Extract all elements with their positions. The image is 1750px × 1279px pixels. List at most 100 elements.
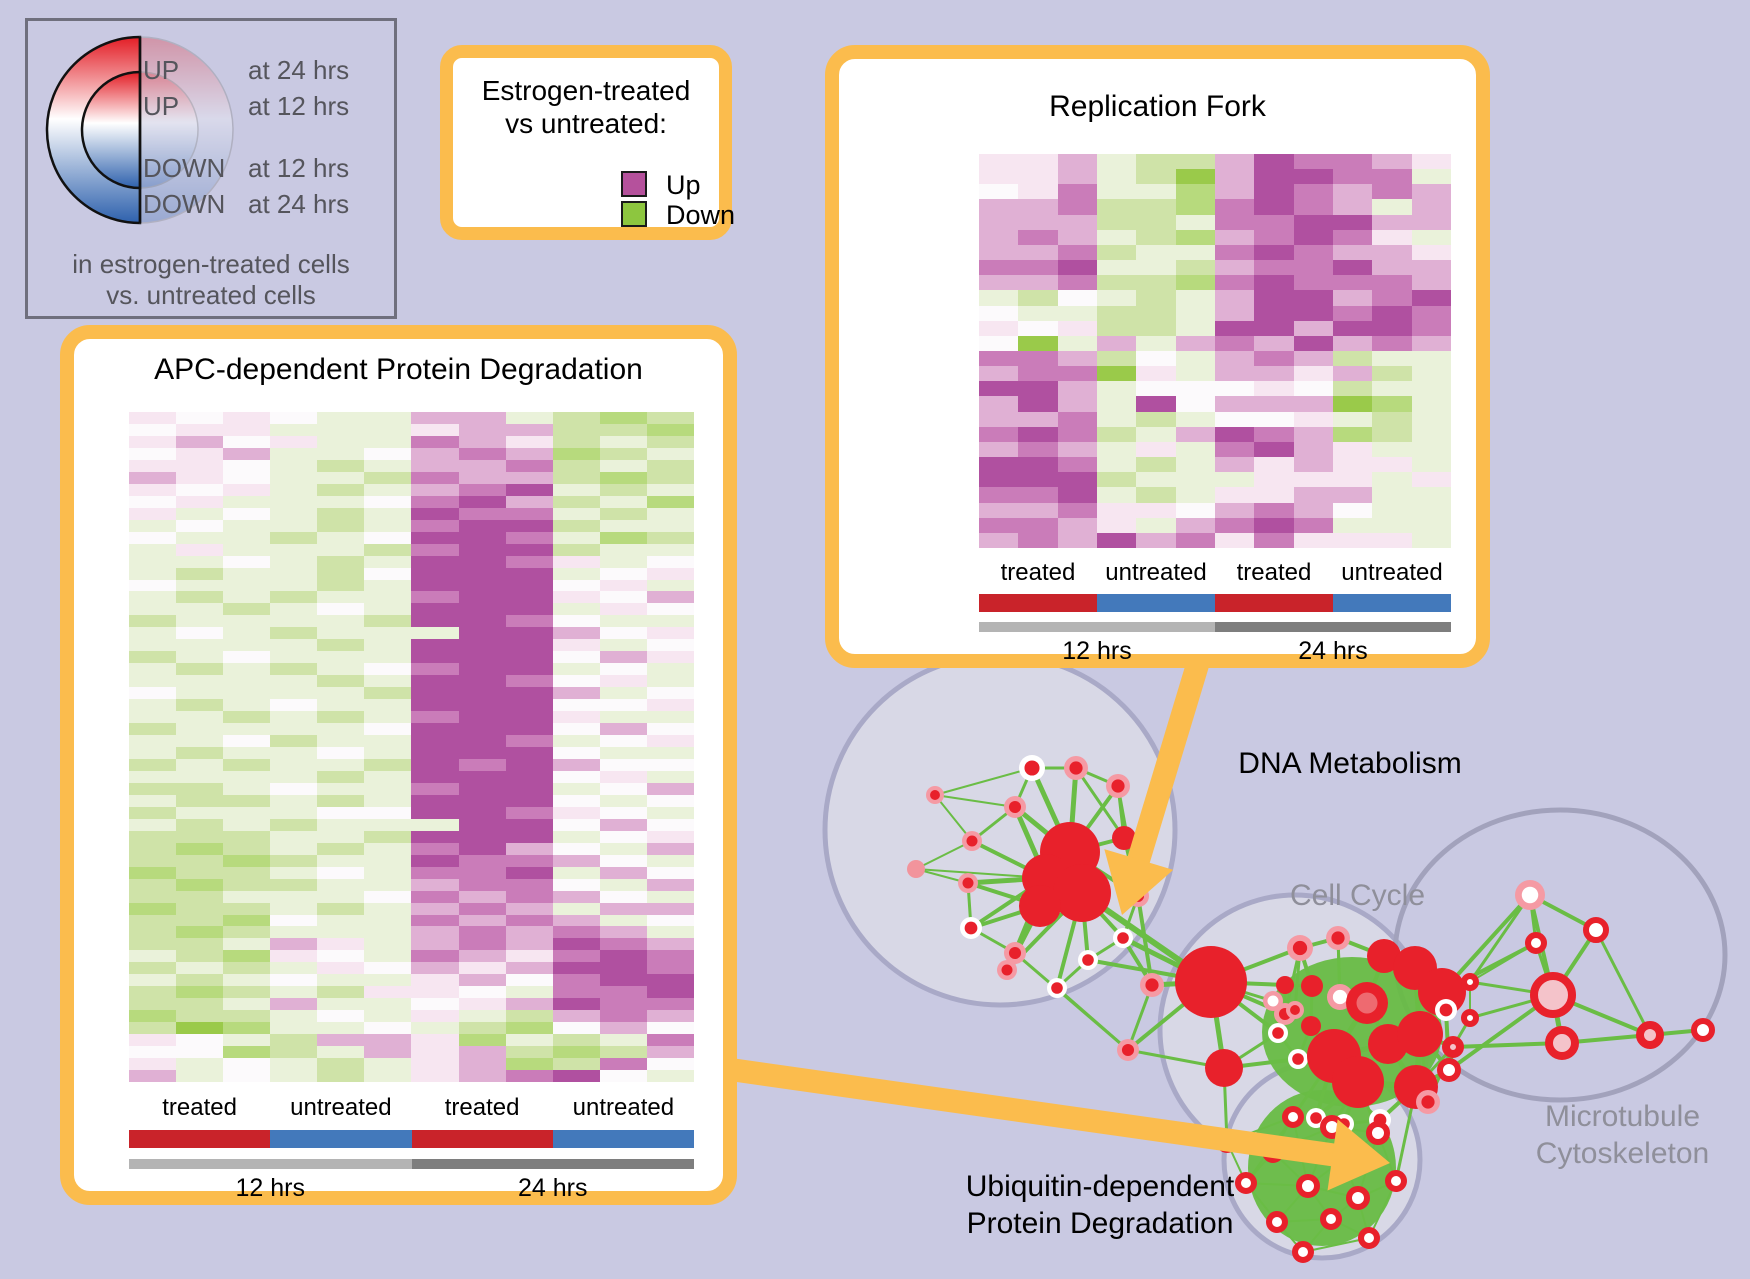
heatmap-cell bbox=[646, 591, 694, 604]
heatmap-cell bbox=[317, 567, 365, 580]
heatmap-cell bbox=[1293, 199, 1333, 215]
heatmap-cell bbox=[411, 699, 459, 712]
heatmap-cell bbox=[364, 782, 412, 795]
heatmap-cell bbox=[1332, 214, 1373, 230]
treated-bar-segment bbox=[1215, 594, 1333, 612]
heatmap-cell bbox=[458, 914, 506, 927]
heatmap-cell bbox=[599, 495, 647, 508]
heatmap-cell bbox=[1372, 381, 1412, 397]
heatmap-cell bbox=[1136, 320, 1176, 336]
heatmap-cell bbox=[458, 627, 506, 640]
heatmap-cell bbox=[1254, 396, 1294, 412]
heatmap-cell bbox=[317, 830, 365, 843]
heatmap-cell bbox=[411, 1070, 459, 1082]
heatmap-cell bbox=[1096, 199, 1137, 215]
node-shape bbox=[1310, 1112, 1322, 1124]
network-node-s1 bbox=[1416, 1090, 1440, 1114]
heatmap-cell bbox=[411, 495, 459, 508]
heatmap-cell bbox=[1411, 517, 1451, 533]
heatmap-cell bbox=[458, 986, 506, 999]
heatmap-cell bbox=[1411, 275, 1451, 291]
heatmap-cell bbox=[364, 830, 412, 843]
heatmap-cell bbox=[1411, 290, 1451, 306]
heatmap-cell bbox=[364, 627, 412, 640]
heatmap-cell bbox=[129, 495, 177, 508]
heatmap-cell bbox=[270, 459, 318, 472]
network-node-d19 bbox=[1047, 978, 1067, 998]
heatmap-cell bbox=[1057, 335, 1097, 351]
heatmap-cell bbox=[646, 1070, 694, 1082]
network-node-m8 bbox=[1636, 1021, 1664, 1049]
heatmap-cell bbox=[411, 723, 459, 736]
heatmap-cell bbox=[505, 926, 553, 939]
heatmap-cell bbox=[458, 1010, 506, 1023]
heatmap-cell bbox=[1057, 154, 1097, 170]
heatmap-cell bbox=[505, 938, 553, 951]
heatmap-grid bbox=[979, 154, 1451, 548]
heatmap-cell bbox=[176, 615, 224, 628]
heatmap-cell bbox=[317, 555, 365, 568]
heatmap-cell bbox=[1175, 199, 1215, 215]
heatmap-cell bbox=[1332, 532, 1373, 548]
heatmap-cell bbox=[505, 579, 553, 592]
heatmap-cell bbox=[458, 950, 506, 963]
heatmap-cell bbox=[505, 986, 553, 999]
heatmap-cell bbox=[317, 711, 365, 724]
heatmap-cell bbox=[646, 519, 694, 532]
heatmap-cell bbox=[1018, 441, 1058, 458]
heatmap-cell bbox=[1293, 532, 1333, 548]
heatmap-cell bbox=[270, 998, 318, 1011]
heatmap-cell bbox=[270, 986, 318, 999]
heatmap-cell bbox=[1372, 229, 1412, 245]
node-shape bbox=[962, 877, 974, 889]
heatmap-cell bbox=[317, 1010, 365, 1023]
condition-label: treated bbox=[444, 1094, 520, 1121]
heatmap-cell bbox=[176, 830, 224, 843]
network-node-m5 bbox=[1530, 972, 1576, 1018]
heatmap-cell bbox=[176, 998, 224, 1011]
heatmap-cell bbox=[458, 962, 506, 975]
heatmap-cell bbox=[317, 723, 365, 736]
heatmap-cell bbox=[505, 459, 553, 472]
heatmap-cell bbox=[1057, 275, 1097, 291]
heatmap-cell bbox=[646, 675, 694, 688]
heatmap-cell bbox=[1332, 335, 1373, 351]
network-node-c7 bbox=[1301, 975, 1323, 997]
heatmap-cell bbox=[223, 1058, 271, 1071]
node-shape bbox=[1111, 779, 1125, 793]
heatmap-cell bbox=[1214, 426, 1255, 442]
network-edge bbox=[1594, 928, 1652, 1037]
heatmap-cell bbox=[317, 854, 365, 867]
heatmap-cell bbox=[1372, 184, 1412, 200]
heatmap-cell bbox=[646, 806, 694, 819]
heatmap-cell bbox=[176, 1058, 224, 1071]
heatmap-cell bbox=[599, 747, 647, 759]
heatmap-cell bbox=[129, 842, 177, 855]
heatmap-cell bbox=[411, 1046, 459, 1059]
heatmap-cell bbox=[458, 902, 506, 915]
heatmap-cell bbox=[176, 1022, 224, 1035]
heatmap-cell bbox=[646, 962, 694, 975]
heatmap-cell bbox=[505, 483, 553, 496]
network-edge bbox=[1013, 951, 1130, 1052]
heatmap-cell bbox=[411, 950, 459, 963]
heatmap-cell bbox=[1411, 260, 1451, 276]
heatmap-cell bbox=[458, 639, 506, 652]
heatmap-cell bbox=[1293, 335, 1333, 351]
node-shape bbox=[907, 860, 925, 878]
heatmap-cell bbox=[317, 471, 365, 484]
heatmap-cell bbox=[552, 651, 600, 664]
heatmap-cell bbox=[270, 567, 318, 580]
heatmap-cell bbox=[552, 902, 600, 915]
heatmap-cell bbox=[1372, 199, 1412, 215]
heatmap-cell bbox=[1214, 320, 1255, 336]
heatmap-cell bbox=[552, 1010, 600, 1023]
heatmap-cell bbox=[176, 902, 224, 915]
node-shape bbox=[1461, 973, 1479, 991]
node-shape bbox=[1356, 992, 1378, 1014]
heatmap-cell bbox=[979, 335, 1019, 351]
heatmap-cell bbox=[599, 579, 647, 592]
ring-label-up-12: UP at 12 hrs bbox=[28, 91, 394, 121]
heatmap-cell bbox=[364, 412, 412, 424]
heatmap-cell bbox=[1293, 350, 1333, 367]
